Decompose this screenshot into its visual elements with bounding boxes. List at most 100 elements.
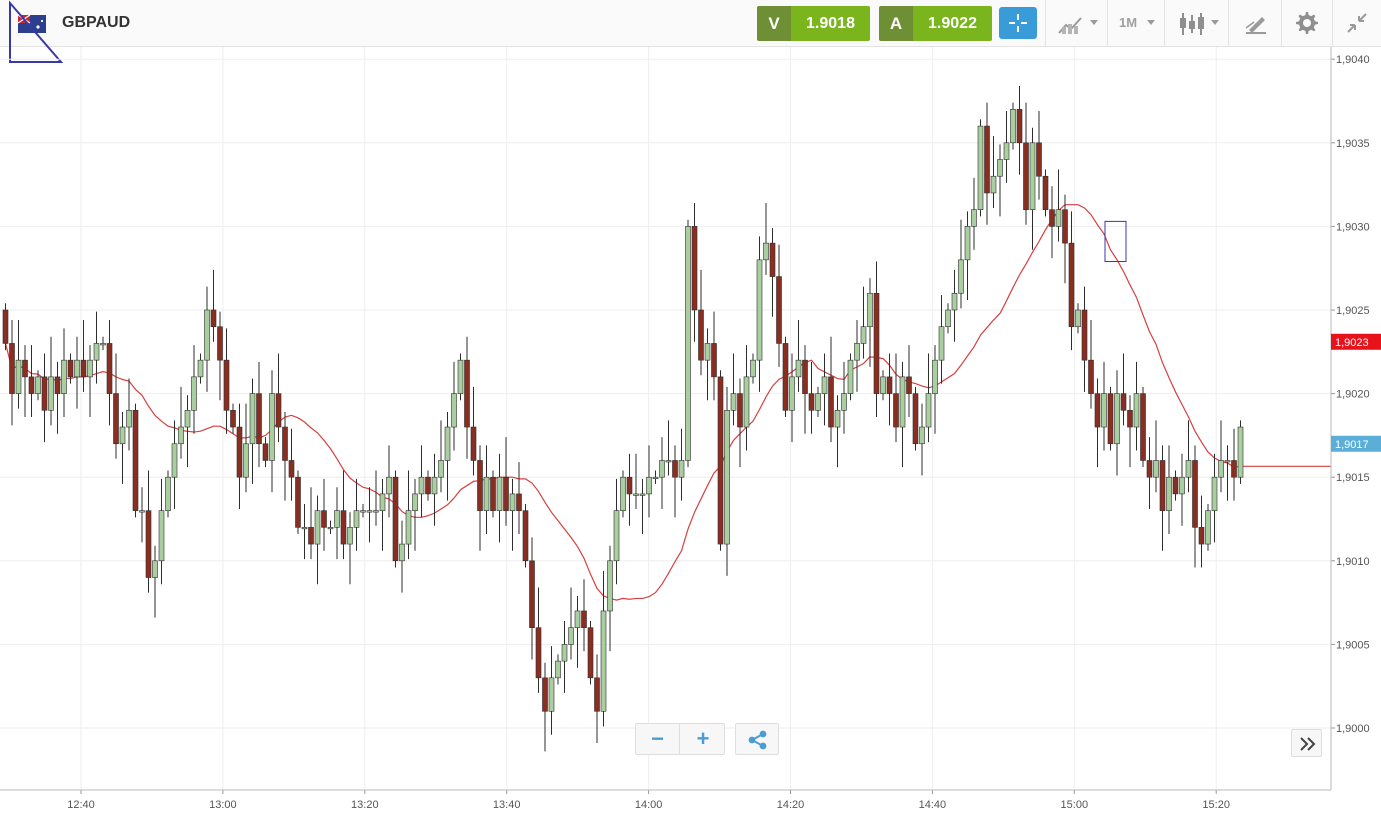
candle-body [776, 276, 782, 344]
candle-body [106, 343, 113, 394]
candle-body [652, 476, 659, 480]
candle-body [691, 226, 698, 311]
candle-body [600, 610, 607, 712]
drawing-tool-button[interactable] [1228, 0, 1281, 46]
candlestick-chart[interactable]: 1,9000 1,9005 1,9010 1,9015 1,9020 1,9025 1,90… [0, 47, 1381, 823]
crosshair-button[interactable] [999, 7, 1037, 39]
share-button[interactable] [735, 723, 779, 755]
crosshair-icon [1009, 14, 1027, 32]
candle-body [366, 510, 373, 513]
candle-body [321, 510, 327, 528]
candle-body [756, 259, 763, 361]
candle-body [1237, 426, 1244, 478]
candle-body [990, 175, 997, 194]
candle-body [386, 476, 392, 495]
candle-body [984, 125, 990, 194]
y-tick-label: 1,9040 [1336, 54, 1370, 66]
candle-body [724, 410, 730, 545]
candle-body [1211, 476, 1218, 511]
buy-price-button[interactable]: A 1.9022 [879, 6, 992, 41]
candle-body [867, 292, 873, 328]
candle-body [496, 476, 503, 511]
y-tick-label: 1,9015 [1336, 472, 1370, 484]
candle-body [1023, 142, 1029, 210]
collapse-button[interactable] [1332, 0, 1381, 46]
candle-body [1192, 460, 1198, 528]
candle-body [204, 309, 210, 361]
candle-body [249, 393, 256, 445]
drawing-pen-corner-icon[interactable] [0, 0, 64, 66]
candle-body [28, 376, 35, 394]
candle-body [93, 343, 100, 361]
gear-icon [1296, 12, 1318, 34]
candle-body [860, 326, 867, 344]
candle-type-button[interactable] [1164, 0, 1228, 46]
candle-body [2, 309, 9, 344]
candle-body [639, 493, 646, 496]
candle-body [9, 343, 15, 394]
chart-style-button[interactable] [1045, 0, 1107, 46]
candle-body [548, 677, 555, 712]
candle-body [1036, 142, 1042, 177]
candle-body [1016, 109, 1023, 144]
moving-average-line [4, 204, 1331, 601]
candle-body [269, 393, 275, 461]
price-marker-label: 1,9023 [1335, 337, 1369, 349]
candle-body [314, 510, 321, 545]
candle-body [243, 443, 249, 478]
candle-body [483, 476, 490, 511]
candle-body [893, 393, 899, 428]
scroll-to-latest-button[interactable] [1291, 729, 1322, 757]
candle-body [379, 493, 386, 511]
price-markers: 1,9023 1,9017 [1331, 333, 1381, 452]
candle-body [1068, 242, 1075, 328]
candle-body [880, 376, 886, 394]
chart-toolbar: GBPAUD V 1.9018 A 1.9022 1M [0, 0, 1381, 47]
timeframe-label: 1M [1119, 15, 1138, 30]
sell-price-button[interactable]: V 1.9018 [757, 6, 870, 41]
candle-body [672, 460, 678, 478]
candle-body [119, 426, 126, 445]
candle-body [743, 376, 750, 428]
candle-body [438, 460, 444, 478]
candle-body [464, 359, 470, 428]
candle-body [230, 410, 236, 428]
candle-body [542, 677, 548, 712]
candle-body [886, 376, 893, 394]
candle-body [1146, 460, 1153, 478]
candle-body [685, 226, 691, 461]
candle-body [665, 460, 672, 463]
candle-body [951, 292, 958, 311]
y-tick-label: 1,9020 [1336, 389, 1370, 401]
candle-body [587, 627, 594, 679]
candle-body [964, 226, 971, 261]
x-tick-label: 14:40 [919, 799, 947, 811]
candle-body [15, 359, 22, 394]
candle-body [347, 527, 353, 545]
x-tick-label: 13:20 [351, 799, 379, 811]
candle-body [613, 510, 620, 562]
timeframe-dropdown[interactable]: 1M [1107, 0, 1164, 46]
candle-body [834, 410, 841, 428]
zoom-in-button[interactable]: + [696, 726, 710, 751]
candle-body [184, 410, 191, 428]
candle-body [594, 677, 600, 712]
buy-label: A [879, 6, 913, 41]
y-tick-label: 1,9000 [1336, 723, 1370, 735]
candle-body [704, 343, 711, 361]
zoom-out-button[interactable]: − [636, 724, 680, 754]
candle-body [503, 476, 509, 511]
candle-body [126, 410, 132, 428]
x-tick-label: 14:00 [635, 799, 663, 811]
candle-body [581, 610, 587, 628]
candle-body [971, 209, 977, 227]
candle-body [795, 359, 802, 378]
candle-body [353, 510, 360, 528]
candle-body [620, 476, 626, 511]
settings-button[interactable] [1281, 0, 1332, 46]
candle-body [360, 510, 366, 513]
candle-body [35, 376, 41, 394]
candle-body [769, 242, 776, 277]
y-tick-label: 1,9035 [1336, 138, 1370, 150]
candle-body [1120, 393, 1127, 411]
